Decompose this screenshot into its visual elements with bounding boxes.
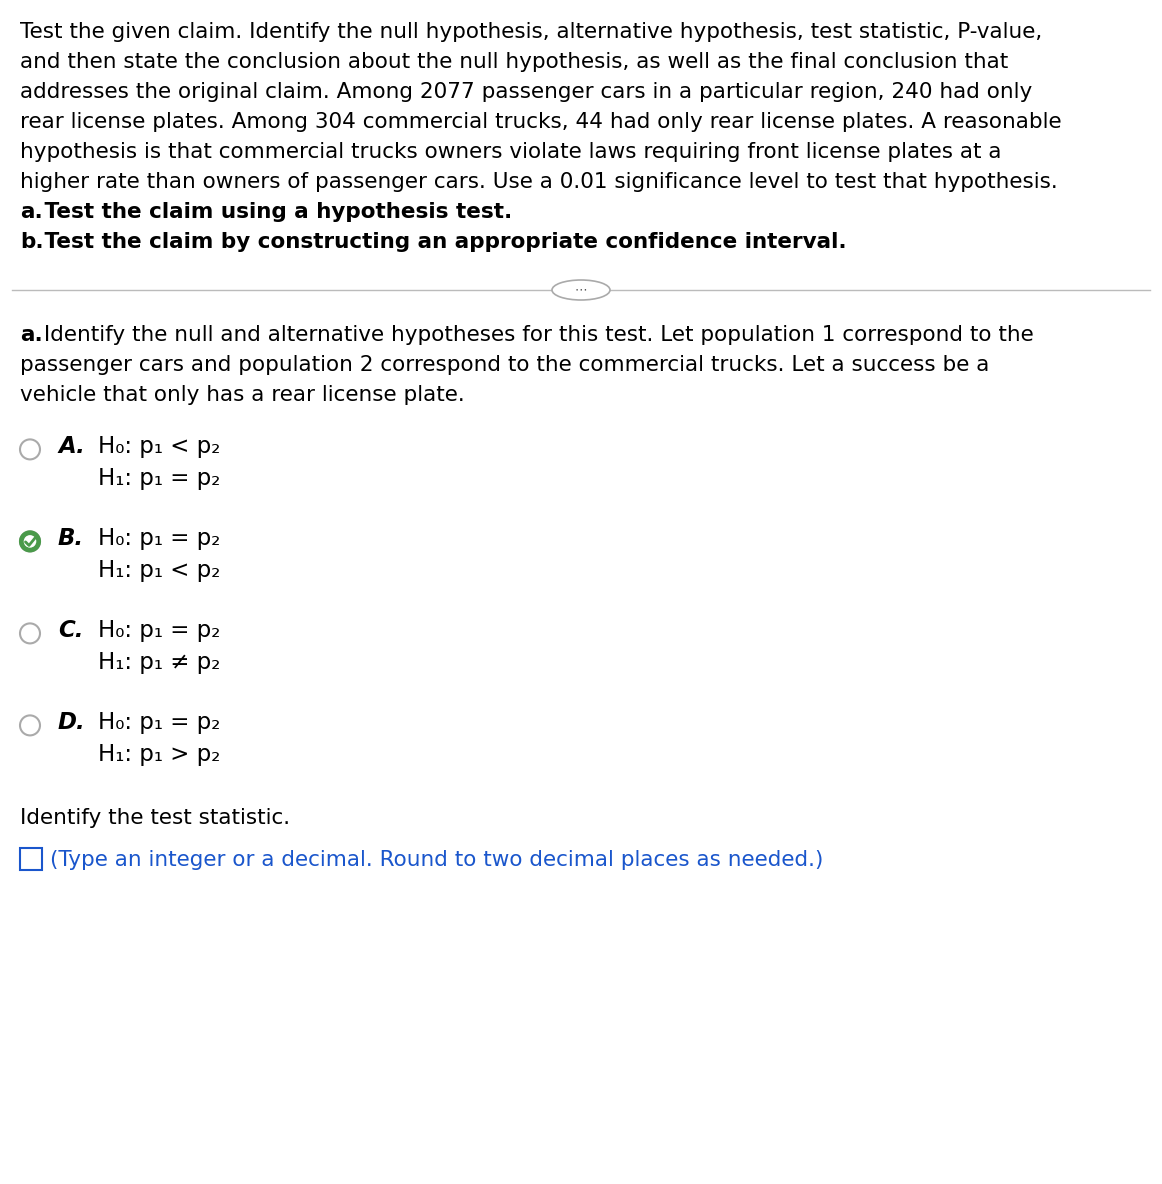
Text: Test the given claim. Identify the null hypothesis, alternative hypothesis, test: Test the given claim. Identify the null …	[20, 22, 1042, 41]
Circle shape	[20, 624, 40, 643]
Text: a.: a.	[20, 202, 43, 223]
Text: and then state the conclusion about the null hypothesis, as well as the final co: and then state the conclusion about the …	[20, 52, 1009, 72]
Text: A.: A.	[58, 435, 85, 458]
Text: D.: D.	[58, 712, 86, 734]
Circle shape	[20, 532, 40, 552]
Text: H₀: p₁ = p₂: H₀: p₁ = p₂	[98, 527, 221, 551]
Text: higher rate than owners of passenger cars. Use a 0.01 significance level to test: higher rate than owners of passenger car…	[20, 172, 1057, 192]
FancyBboxPatch shape	[20, 848, 42, 870]
Text: a.: a.	[20, 324, 43, 345]
Text: (Type an integer or a decimal. Round to two decimal places as needed.): (Type an integer or a decimal. Round to …	[50, 850, 824, 870]
Text: Identify the test statistic.: Identify the test statistic.	[20, 807, 290, 828]
Text: B.: B.	[58, 527, 84, 551]
Text: rear license plates. Among 304 commercial trucks, 44 had only rear license plate: rear license plates. Among 304 commercia…	[20, 112, 1062, 131]
Circle shape	[20, 715, 40, 735]
Text: H₁: p₁ ≠ p₂: H₁: p₁ ≠ p₂	[98, 651, 221, 674]
Text: C.: C.	[58, 619, 84, 642]
Text: H₁: p₁ = p₂: H₁: p₁ = p₂	[98, 466, 221, 490]
Circle shape	[20, 439, 40, 459]
Text: hypothesis is that commercial trucks owners violate laws requiring front license: hypothesis is that commercial trucks own…	[20, 142, 1002, 162]
Text: H₀: p₁ = p₂: H₀: p₁ = p₂	[98, 619, 221, 642]
Text: b.: b.	[20, 232, 44, 252]
Circle shape	[20, 532, 40, 552]
Text: ⋯: ⋯	[575, 283, 587, 296]
Ellipse shape	[552, 279, 610, 300]
Text: H₀: p₁ < p₂: H₀: p₁ < p₂	[98, 435, 221, 458]
Text: H₀: p₁ = p₂: H₀: p₁ = p₂	[98, 712, 221, 734]
Text: vehicle that only has a rear license plate.: vehicle that only has a rear license pla…	[20, 385, 465, 405]
Text: passenger cars and population 2 correspond to the commercial trucks. Let a succe: passenger cars and population 2 correspo…	[20, 355, 989, 375]
Text: H₁: p₁ > p₂: H₁: p₁ > p₂	[98, 744, 221, 766]
Text: Identify the null and alternative hypotheses for this test. Let population 1 cor: Identify the null and alternative hypoth…	[37, 324, 1034, 345]
Text: Test the claim by constructing an appropriate confidence interval.: Test the claim by constructing an approp…	[37, 232, 847, 252]
Text: addresses the original claim. Among 2077 passenger cars in a particular region, : addresses the original claim. Among 2077…	[20, 82, 1032, 102]
Text: Test the claim using a hypothesis test.: Test the claim using a hypothesis test.	[37, 202, 512, 223]
Text: H₁: p₁ < p₂: H₁: p₁ < p₂	[98, 559, 221, 583]
Circle shape	[23, 534, 37, 548]
